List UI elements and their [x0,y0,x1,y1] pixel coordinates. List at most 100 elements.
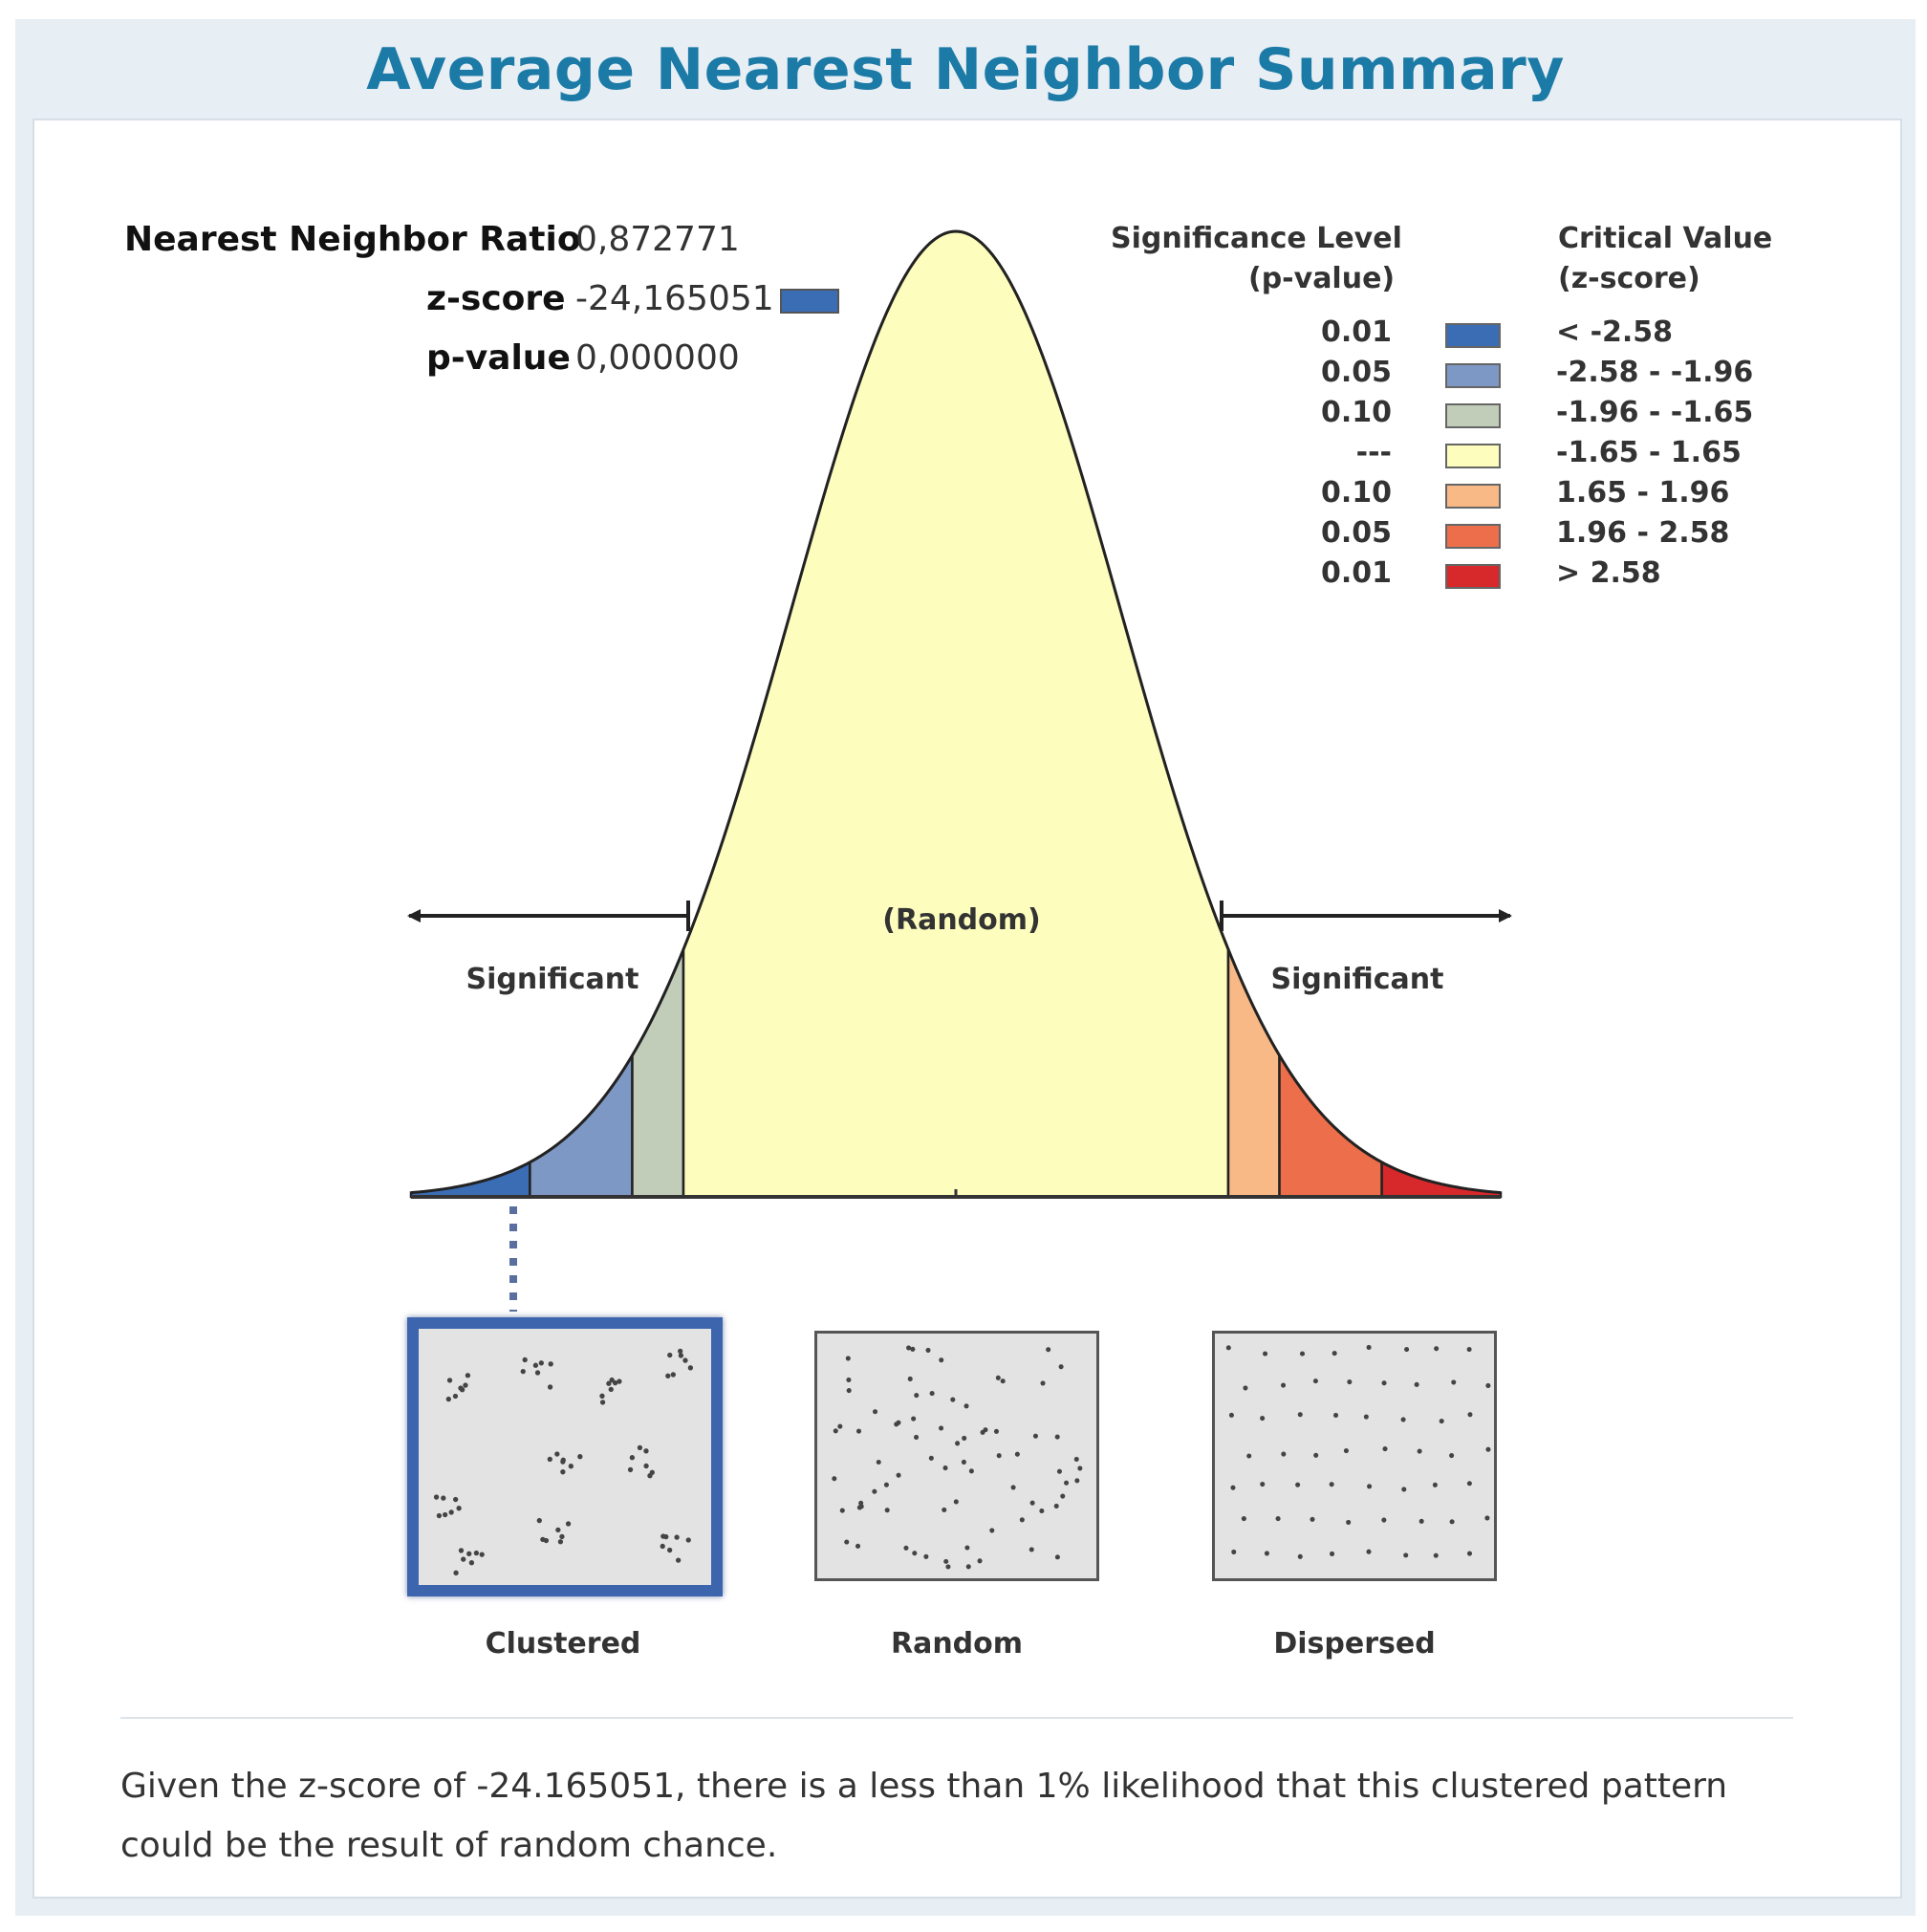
pattern-point [1281,1451,1287,1457]
pattern-point [1060,1493,1066,1499]
pattern-point [1367,1484,1373,1489]
legend-pvalue: 0.10 [1320,396,1392,429]
pattern-point [536,1517,542,1524]
pattern-point [557,1539,564,1545]
legend-zrange: 1.96 - 2.58 [1556,516,1730,550]
pattern-point [839,1508,845,1513]
pattern-point [1230,1485,1236,1490]
pattern-point [441,1495,446,1501]
pattern-point [1014,1451,1020,1457]
pattern-point [961,1459,966,1465]
pattern-point [1418,1518,1424,1524]
pattern-point [1231,1549,1237,1554]
pattern-point [1366,1344,1372,1351]
pattern-point [929,1391,935,1397]
pattern-point [950,1397,956,1402]
pattern-point [955,1441,961,1446]
pattern-point [649,1469,655,1475]
legend-significance-header: Significance Level [1111,222,1402,255]
legend-zrange: -1.65 - 1.65 [1556,436,1742,469]
curve-region [631,948,685,1199]
pattern-point [1039,1508,1045,1514]
pattern-point [534,1370,541,1376]
pattern-point [876,1459,881,1465]
pattern-point [1434,1346,1440,1352]
pattern-point [1264,1551,1269,1556]
pattern-point [445,1396,451,1402]
curve-region [682,229,1230,1199]
pattern-point [993,1428,999,1434]
pattern-point [1260,1415,1266,1422]
legend-pvalue: 0.05 [1320,516,1392,550]
pattern-point [520,1368,526,1375]
z-score-value: -24,165051 [575,279,774,318]
pattern-point [1260,1481,1266,1487]
pattern-point [1329,1482,1334,1487]
pattern-point [433,1494,440,1500]
legend-swatch [1445,524,1501,549]
right-significant-label: Significant [1271,963,1444,996]
pattern-point [1485,1446,1491,1452]
pattern-point [1449,1453,1455,1459]
pattern-point [466,1551,472,1557]
legend-zrange: -2.58 - -1.96 [1556,356,1754,389]
pattern-point [547,1456,552,1463]
pattern-point [943,1558,949,1564]
pattern-point [1417,1448,1422,1454]
legend-swatch [1445,403,1501,428]
pattern-point [903,1545,909,1551]
z-score-swatch [780,289,839,314]
pattern-point [1054,1554,1060,1560]
pattern-point [1275,1516,1281,1522]
pattern-point [1403,1552,1409,1558]
pattern-point [559,1533,565,1540]
pattern-point [1439,1419,1444,1424]
pattern-point [609,1377,615,1383]
pattern-point [522,1357,528,1363]
pattern-point [461,1556,466,1562]
pattern-point [1073,1456,1079,1463]
pattern-point [1077,1465,1083,1471]
pattern-point [1032,1433,1038,1439]
pattern-point [1263,1351,1268,1357]
pattern-point [1046,1347,1051,1353]
pattern-point [473,1550,480,1556]
pattern-point [846,1388,852,1394]
pattern-point [1310,1516,1315,1522]
random-center-label: (Random) [882,903,1040,937]
distribution-chart: Significant Significant (Random) [407,229,1512,1312]
pattern-point [1347,1378,1353,1385]
legend-pvalue: 0.10 [1320,476,1392,510]
pattern-point [1400,1417,1406,1422]
report-title: Average Nearest Neighbor Summary [366,36,1565,103]
pattern-point [538,1360,544,1366]
pattern-point [1401,1487,1407,1492]
pattern-point [548,1361,553,1367]
pattern-point [599,1393,605,1399]
legend-zrange: -1.96 - -1.65 [1556,396,1754,429]
pattern-point [1404,1346,1410,1353]
pattern-point [1297,1412,1303,1418]
legend-pvalue: 0.01 [1320,315,1392,349]
pattern-point [660,1543,665,1550]
pattern-point [608,1386,614,1393]
pattern-point [1467,1412,1473,1418]
pattern-point [962,1435,967,1442]
p-value-label: p-value [426,338,571,378]
legend-zrange: > 2.58 [1556,556,1661,590]
pattern-point [965,1564,971,1570]
curve-region [1278,1051,1383,1199]
pattern-point [1312,1378,1318,1384]
left-significant-label: Significant [466,963,639,996]
pattern-point [1382,1446,1388,1452]
pattern-point [855,1543,861,1549]
pattern-point [833,1428,838,1434]
pattern-point [555,1527,561,1533]
pattern-point [446,1378,453,1383]
pattern-point [617,1378,622,1384]
pattern-point [1381,1380,1387,1386]
pattern-point [1313,1452,1319,1458]
pattern-point [1243,1385,1248,1391]
pattern-point [1363,1414,1369,1420]
pattern-point [928,1455,934,1461]
